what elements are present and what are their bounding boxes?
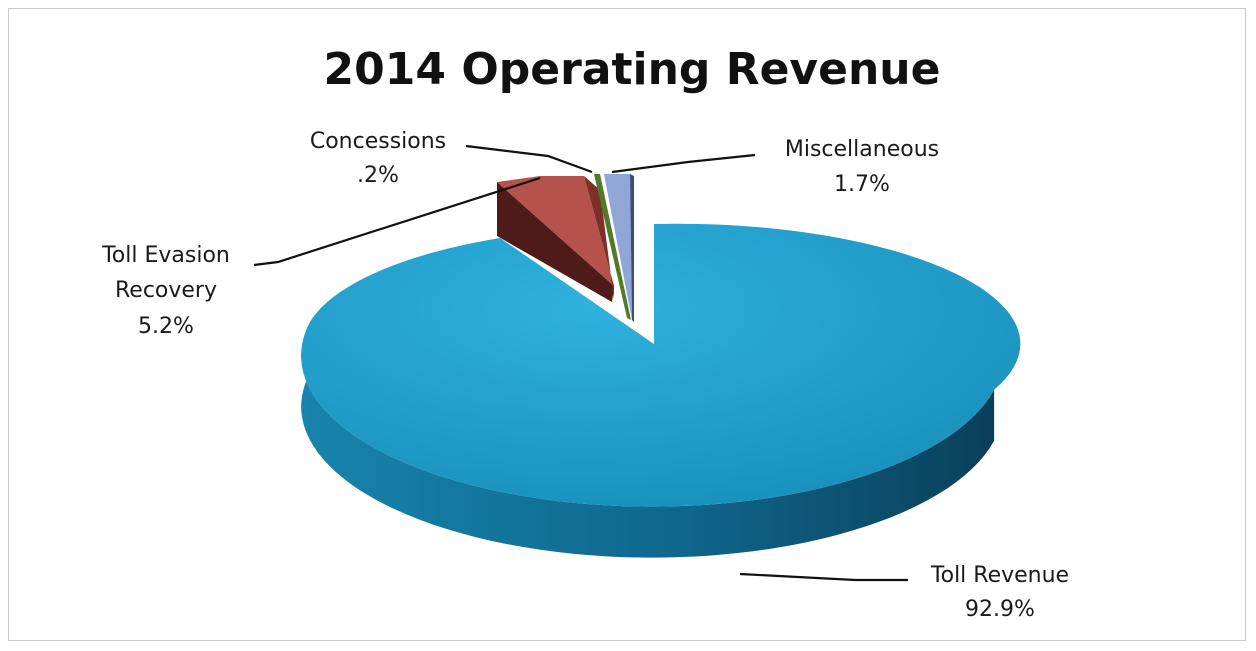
label-miscellaneous-percent: 1.7%	[834, 172, 890, 197]
leader-toll-evasion	[253, 176, 541, 267]
chart-title: 2014 Operating Revenue	[324, 44, 941, 95]
slice-toll-revenue-side	[301, 321, 995, 558]
label-concessions-percent: .2%	[357, 163, 399, 188]
slice-toll-evasion-side	[497, 182, 614, 302]
label-toll-evasion-name-line2: Recovery	[115, 278, 217, 303]
slice-toll-revenue	[301, 223, 1021, 507]
slice-toll-evasion-shade	[584, 176, 614, 300]
slice-miscellaneous	[604, 174, 632, 320]
label-toll-evasion-percent: 5.2%	[138, 314, 194, 339]
leader-miscellaneous	[611, 153, 756, 174]
label-toll-revenue-name: Toll Revenue	[930, 563, 1069, 588]
leader-concessions	[465, 144, 593, 174]
slice-miscellaneous-side	[630, 174, 634, 322]
slice-toll-evasion	[497, 176, 614, 286]
label-toll-evasion-name-line1: Toll Evasion	[101, 243, 230, 268]
label-concessions-name: Concessions	[310, 129, 446, 154]
label-miscellaneous-name: Miscellaneous	[785, 137, 939, 162]
leader-toll-revenue	[739, 572, 908, 582]
label-toll-revenue-percent: 92.9%	[965, 597, 1035, 622]
slice-concessions	[594, 174, 631, 320]
